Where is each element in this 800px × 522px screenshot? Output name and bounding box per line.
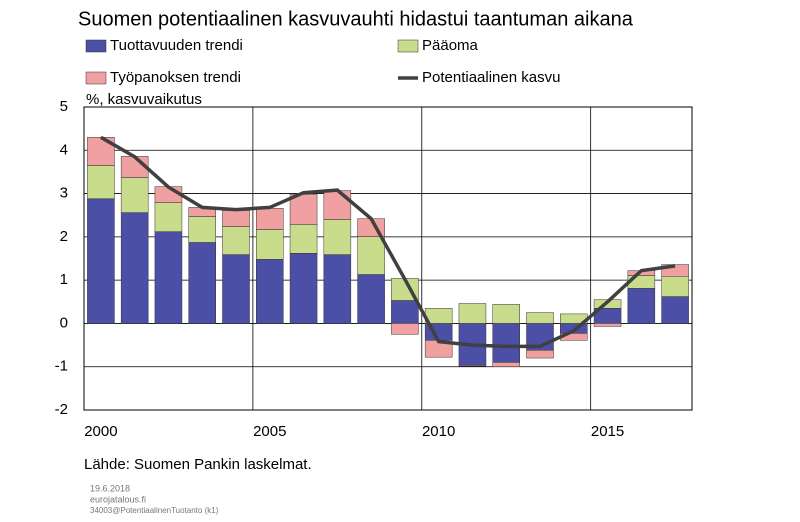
bar-segment <box>289 253 318 324</box>
source: Lähde: Suomen Pankin laskelmat. <box>84 456 312 473</box>
bar-segment <box>526 350 554 359</box>
legend-swatch <box>397 39 419 53</box>
bar-segment <box>222 254 250 324</box>
bar-segment <box>289 194 318 225</box>
bar-segment <box>492 362 520 367</box>
bar-segment <box>323 190 352 220</box>
line <box>100 135 676 349</box>
bar-segment <box>256 259 284 324</box>
bar-segment <box>492 323 520 363</box>
legend-label: Työpanoksen trendi <box>110 69 241 86</box>
y-tick-label: 4 <box>60 141 68 158</box>
plot-frame <box>83 106 693 411</box>
bar-segment <box>188 216 216 243</box>
y-tick-label: 3 <box>60 185 68 202</box>
bar-segment <box>154 202 183 232</box>
bar-segment <box>222 226 250 255</box>
bar-segment <box>256 208 284 230</box>
legend-swatch <box>85 39 107 53</box>
bar-segment <box>661 275 689 297</box>
y-tick-label: -1 <box>55 358 68 375</box>
x-tick-label: 2010 <box>422 423 455 440</box>
bar-segment <box>120 177 149 213</box>
y-tick-label: 2 <box>60 228 68 245</box>
bar-segment <box>458 303 487 324</box>
bar-segment <box>661 264 689 277</box>
y-tick-label: 5 <box>60 98 68 115</box>
x-tick-label: 2000 <box>84 423 117 440</box>
bar-segment <box>391 300 419 324</box>
bar-segment <box>323 254 352 324</box>
legend-label: Potentiaalinen kasvu <box>422 69 560 86</box>
bar-segment <box>120 212 149 324</box>
bar-segment <box>627 288 656 324</box>
bar-segment <box>357 236 385 275</box>
legend-label: Pääoma <box>422 37 479 54</box>
chart-title: Suomen potentiaalinen kasvuvauhti hidast… <box>78 8 634 30</box>
y-axis-label: %, kasvuvaikutus <box>86 91 202 108</box>
x-tick-label: 2015 <box>591 423 624 440</box>
legend-swatch <box>85 71 107 85</box>
bar-segment <box>492 304 520 324</box>
bar-segment <box>87 165 115 200</box>
legend-label: Tuottavuuden trendi <box>110 37 243 54</box>
bar-segment <box>593 323 622 327</box>
bar-segment <box>188 242 216 324</box>
bar-segment <box>357 274 385 324</box>
bar-segment <box>391 323 419 335</box>
bar-segment <box>458 365 487 367</box>
bar-segment <box>256 229 284 260</box>
footer: 19.6.2018 <box>90 483 130 493</box>
bar-segment <box>154 231 183 324</box>
footer: 34003@PotentiaalinenTuotanto (k1) <box>90 506 219 515</box>
bar-segment <box>289 224 318 254</box>
bar-segment <box>222 210 250 227</box>
y-tick-label: 0 <box>60 314 68 331</box>
bar-segment <box>661 296 689 324</box>
x-tick-label: 2005 <box>253 423 286 440</box>
y-tick-label: 1 <box>60 271 68 288</box>
bar-segment <box>323 219 352 255</box>
footer: eurojatalous.fi <box>90 494 146 504</box>
bar-segment <box>526 312 554 324</box>
y-tick-label: -2 <box>55 401 68 418</box>
bar-segment <box>87 198 115 324</box>
